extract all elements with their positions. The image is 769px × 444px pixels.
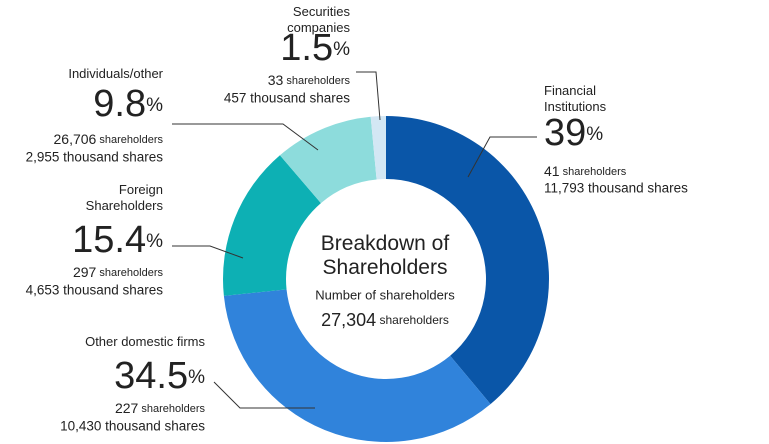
leader-line (356, 71, 381, 121)
value-label: 39% (544, 112, 603, 154)
donut-segment (279, 116, 377, 204)
leader-line (213, 381, 315, 409)
category-label: Financial Institutions (544, 83, 607, 114)
category-label: Individuals/other (68, 66, 163, 81)
category-label: Foreign Shareholders (86, 182, 164, 213)
category-label: Other domestic firms (85, 334, 205, 349)
shareholder-count: 33 shareholders (268, 72, 351, 88)
donut-segment (223, 289, 491, 442)
donut-segment (386, 116, 549, 405)
value-label: 34.5% (114, 355, 205, 397)
shareholder-count: 297 shareholders (73, 264, 164, 280)
share-count: 2,955 thousand shares (26, 150, 164, 165)
share-count: 4,653 thousand shares (26, 283, 164, 298)
share-count: 457 thousand shares (224, 91, 350, 106)
center-total: 27,304 shareholders (321, 310, 449, 330)
shareholder-count: 41 shareholders (544, 163, 627, 179)
center-title: Breakdown of Shareholders (321, 232, 450, 279)
leader-line (467, 136, 537, 178)
shareholder-count: 26,706 shareholders (54, 131, 164, 147)
share-count: 10,430 thousand shares (60, 419, 205, 434)
leader-line (172, 245, 244, 259)
donut-segment (370, 116, 386, 180)
donut-segment (223, 155, 321, 296)
value-label: 1.5% (280, 27, 350, 69)
shareholder-count: 227 shareholders (115, 400, 206, 416)
value-label: 15.4% (72, 219, 163, 261)
share-count: 11,793 thousand shares (544, 181, 688, 196)
leader-line (172, 123, 319, 151)
value-label: 9.8% (93, 83, 163, 125)
center-subtitle: Number of shareholders (315, 287, 455, 302)
category-label: Securities companies (287, 4, 350, 35)
